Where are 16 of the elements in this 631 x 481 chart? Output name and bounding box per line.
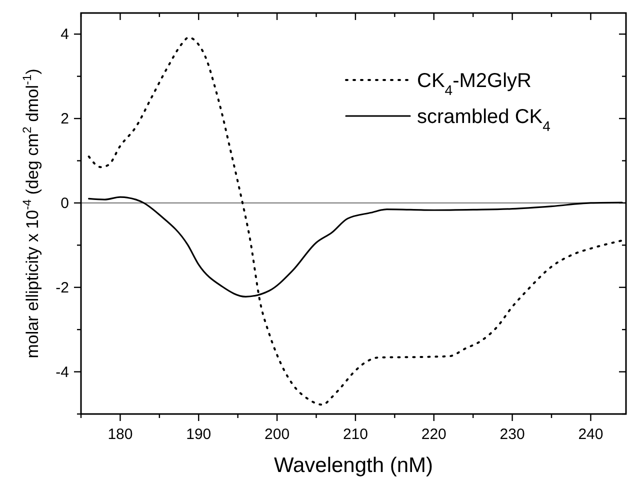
x-tick-label: 230 xyxy=(500,426,525,443)
y-tick-label: 2 xyxy=(60,110,69,128)
y-tick-label: 4 xyxy=(60,26,69,44)
x-tick-label: 220 xyxy=(421,426,446,443)
legend-label: scrambled CK$_{4}$ xyxy=(417,106,551,134)
line-series xyxy=(88,36,624,406)
x-tick-label: 210 xyxy=(342,426,368,443)
x-tick-label: 240 xyxy=(578,426,604,443)
x-tick-label: 180 xyxy=(108,426,133,443)
x-tick-label: 190 xyxy=(186,426,212,443)
y-tick-label: -4 xyxy=(56,364,69,381)
x-axis-title: Wavelength (nM) xyxy=(274,454,434,477)
y-tick-label: 0 xyxy=(60,194,69,212)
legend-label: CK$_{4}$-M2GlyR xyxy=(417,70,532,98)
x-tick-label: 200 xyxy=(264,426,290,443)
y-tick-label: -2 xyxy=(56,279,69,296)
